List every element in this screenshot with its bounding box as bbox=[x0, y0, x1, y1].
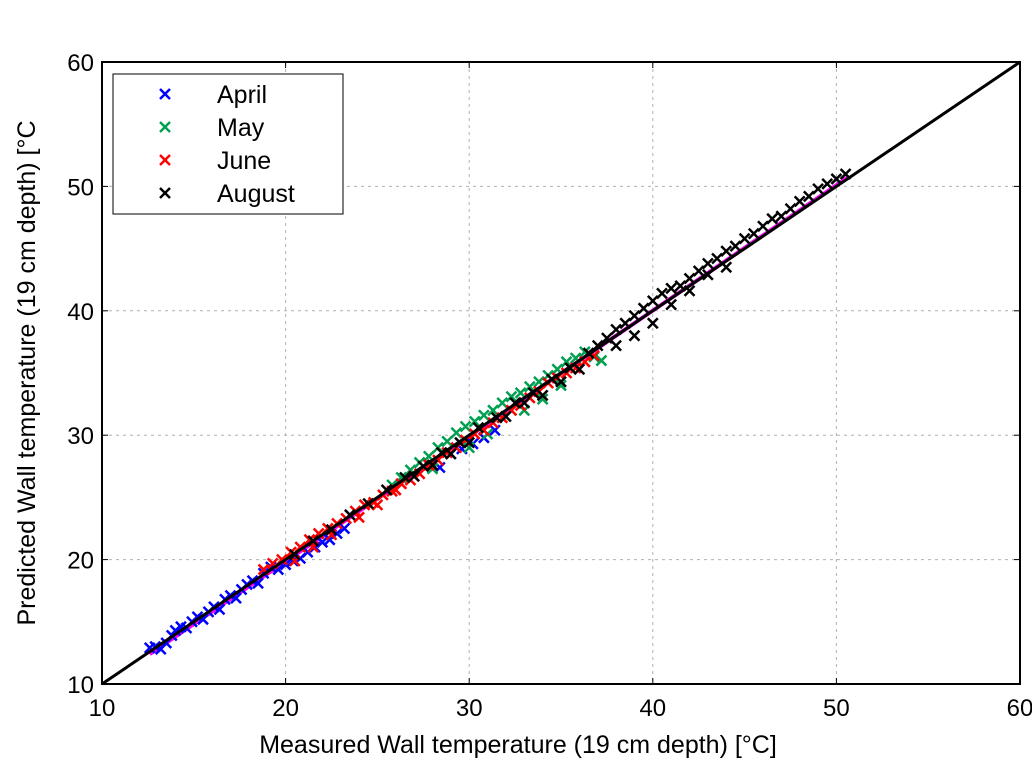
y-tick-label: 40 bbox=[67, 299, 94, 326]
legend-marker-june bbox=[159, 154, 171, 166]
data-point-may bbox=[468, 415, 481, 428]
data-point-may bbox=[555, 379, 567, 392]
data-point-august bbox=[656, 287, 668, 300]
data-point-june bbox=[353, 511, 365, 524]
y-tick-label: 50 bbox=[67, 174, 94, 201]
data-point-august bbox=[628, 329, 641, 342]
data-point-june bbox=[371, 498, 384, 511]
data-point-may bbox=[560, 355, 573, 368]
data-point-may bbox=[441, 435, 454, 448]
data-point-august bbox=[766, 212, 779, 225]
data-point-august bbox=[821, 178, 834, 190]
data-point-august bbox=[812, 183, 824, 195]
legend-marker-august bbox=[159, 187, 171, 199]
data-point-august bbox=[830, 173, 843, 185]
data-point-august bbox=[555, 375, 567, 388]
data-point-april bbox=[338, 522, 351, 535]
data-point-august bbox=[793, 195, 806, 208]
data-point-april bbox=[169, 624, 182, 637]
x-tick-label: 50 bbox=[823, 695, 850, 722]
legend-marker-may bbox=[159, 121, 171, 133]
identity-line bbox=[101, 60, 1021, 686]
data-point-june bbox=[312, 527, 325, 540]
legend-label-august: August bbox=[217, 180, 295, 208]
y-tick-label: 10 bbox=[67, 672, 94, 699]
legend-box bbox=[112, 73, 344, 215]
y-tick-label: 60 bbox=[67, 50, 94, 77]
legend-label-april: April bbox=[217, 81, 267, 109]
plot-area-frame bbox=[101, 61, 1021, 685]
legend-label-june: June bbox=[217, 147, 271, 175]
x-axis-title: Measured Wall temperature (19 cm depth) … bbox=[259, 731, 777, 759]
data-point-august bbox=[536, 389, 549, 402]
data-point-august bbox=[701, 257, 714, 270]
data-point-may bbox=[595, 354, 608, 367]
x-tick-label: 30 bbox=[456, 695, 483, 722]
legend: April May June August bbox=[112, 73, 344, 215]
data-point-may bbox=[536, 393, 549, 406]
tick-layer: 10 20 30 40 50 60 10 20 30 40 50 60 bbox=[67, 50, 1032, 722]
data-point-august bbox=[665, 282, 678, 295]
data-point-may bbox=[514, 387, 527, 399]
x-tick-label: 40 bbox=[639, 695, 666, 722]
x-tick-label: 10 bbox=[89, 695, 116, 722]
point-layer bbox=[101, 60, 1021, 686]
y-tick-label: 30 bbox=[67, 423, 94, 450]
x-tick-label: 20 bbox=[272, 695, 299, 722]
data-point-august bbox=[738, 232, 751, 245]
data-point-august bbox=[463, 436, 476, 449]
y-axis-title: Predicted Wall temperature (19 cm depth)… bbox=[13, 120, 41, 625]
data-point-august bbox=[408, 470, 421, 483]
data-point-august bbox=[573, 363, 586, 376]
data-point-april bbox=[197, 613, 209, 626]
data-point-may bbox=[505, 390, 518, 403]
x-tick-label: 60 bbox=[1007, 695, 1032, 722]
legend-marker-april bbox=[159, 88, 171, 100]
grid-layer bbox=[102, 62, 1020, 684]
data-point-august bbox=[646, 317, 659, 330]
data-point-august bbox=[610, 339, 622, 352]
data-point-may bbox=[523, 380, 536, 393]
y-tick-label: 20 bbox=[67, 548, 94, 575]
legend-label-may: May bbox=[217, 114, 265, 142]
data-point-august bbox=[720, 245, 733, 257]
